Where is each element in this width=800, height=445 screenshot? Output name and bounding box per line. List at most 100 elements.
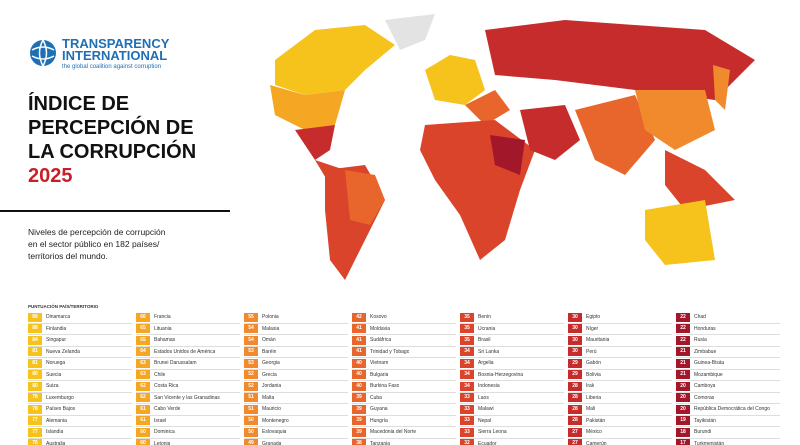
table-row: 27 México (568, 427, 672, 439)
table-column: 66 Francia 65 Lituania 65 Bahamas 64 Estados Un… (136, 312, 240, 445)
table-row: 33 Nepal (460, 416, 564, 427)
score: 77 (28, 416, 42, 426)
table-row: 61 Israel (136, 416, 240, 427)
divider (0, 210, 230, 212)
table-row: 40 Vietnam (352, 358, 456, 370)
country: Laos (478, 394, 489, 401)
score: 53 (244, 358, 258, 368)
country: Gabón (586, 360, 602, 367)
table-row: 51 Malta (244, 393, 348, 404)
country: Noruega (46, 360, 66, 367)
table-row: 34 Sri Lanka (460, 347, 564, 358)
country: Chad (694, 314, 706, 321)
country: Cabo Verde (154, 406, 181, 413)
country: Liberia (586, 394, 602, 401)
table-row: 78 Luxemburgo (28, 393, 132, 404)
score: 52 (244, 381, 258, 391)
country: Ecuador (478, 440, 497, 445)
country: Bolivia (586, 371, 601, 378)
country: México (586, 429, 602, 436)
score: 33 (460, 393, 474, 403)
score: 34 (460, 370, 474, 380)
score: 33 (460, 427, 474, 437)
score: 20 (676, 404, 690, 414)
country: Benín (478, 314, 492, 321)
country: Islandia (46, 429, 64, 436)
table-row: 28 Pakistán (568, 416, 672, 427)
score: 39 (352, 427, 366, 437)
score: 41 (352, 347, 366, 357)
score: 33 (460, 416, 474, 426)
logo-globe (30, 39, 56, 67)
country: Nepal (478, 417, 492, 424)
score: 62 (136, 381, 150, 391)
score: 78 (28, 404, 42, 414)
country: Dominica (154, 429, 175, 436)
score: 41 (352, 324, 366, 334)
score: 34 (460, 381, 474, 391)
title-line: PERCEPCIÓN DE (28, 117, 194, 139)
country: Jordania (262, 383, 282, 390)
country: Zimbabue (694, 348, 717, 355)
score: 77 (28, 427, 42, 437)
score: 27 (568, 439, 582, 445)
country: Finlandia (46, 325, 67, 332)
score: 39 (352, 393, 366, 403)
score: 27 (568, 427, 582, 437)
table-row: 41 Sudáfrica (352, 335, 456, 347)
country: Lituania (154, 325, 172, 332)
table-row: 62 Costa Rica (136, 381, 240, 393)
table-row: 22 Honduras (676, 324, 780, 335)
score: 61 (136, 416, 150, 426)
table-row: 81 Nueva Zelanda (28, 347, 132, 358)
country: Montenegro (262, 417, 289, 424)
score: 51 (244, 393, 258, 403)
score: 39 (352, 416, 366, 426)
table-row: 65 Bahamas (136, 335, 240, 347)
table-row: 61 Cabo Verde (136, 404, 240, 416)
table-row: 21 Guinea-Bisáu (676, 358, 780, 370)
table-column: 42 Kosovo 41 Moldavia 41 Sudáfrica 41 Trinidad … (352, 312, 456, 445)
country: Guinea-Bisáu (694, 360, 725, 367)
table-row: 49 Granada (244, 439, 348, 445)
country: Sudáfrica (370, 337, 392, 344)
score: 62 (136, 393, 150, 403)
score: 30 (568, 312, 582, 322)
table-row: 18 Burundi (676, 427, 780, 439)
country: Burundi (694, 429, 712, 436)
score: 65 (136, 324, 150, 334)
table-column: 89 Dinamarca 88 Finlandia 84 Singapur 81 Nueva … (28, 312, 132, 445)
country: Moldavia (370, 325, 391, 332)
country: Honduras (694, 325, 716, 332)
country: Vietnam (370, 360, 389, 367)
table-row: 81 Noruega (28, 358, 132, 370)
country: Níger (586, 325, 599, 332)
table-row: 17 Turkmenistán (676, 439, 780, 445)
score: 53 (244, 347, 258, 357)
table-row: 35 Benín (460, 312, 564, 324)
score: 18 (676, 427, 690, 437)
table-row: 54 Omán (244, 335, 348, 347)
score: 34 (460, 347, 474, 357)
table-row: 76 Australia (28, 439, 132, 445)
table-row: 28 Malí (568, 404, 672, 416)
country: San Vicente y las Granadinas (154, 394, 220, 401)
table-row: 51 Mauricio (244, 404, 348, 416)
country: Tayikistán (694, 417, 716, 424)
table-row: 38 Tanzania (352, 439, 456, 445)
score: 30 (568, 324, 582, 334)
country: República Democrática del Congo (694, 406, 770, 413)
table-row: 62 San Vicente y las Granadinas (136, 393, 240, 404)
country: Pakistán (586, 417, 606, 424)
score: 61 (136, 404, 150, 414)
table-column: 22 Chad 22 Honduras 22 Rusia 21 Zimbabue 21 Guine… (676, 312, 780, 445)
score: 60 (136, 439, 150, 445)
score: 34 (460, 358, 474, 368)
table-row: 77 Alemania (28, 416, 132, 427)
table-row: 52 Jordania (244, 381, 348, 393)
score: 40 (352, 381, 366, 391)
table-row: 80 Suiza (28, 381, 132, 393)
score: 81 (28, 347, 42, 357)
score: 17 (676, 439, 690, 445)
table-row: 80 Suecia (28, 370, 132, 381)
